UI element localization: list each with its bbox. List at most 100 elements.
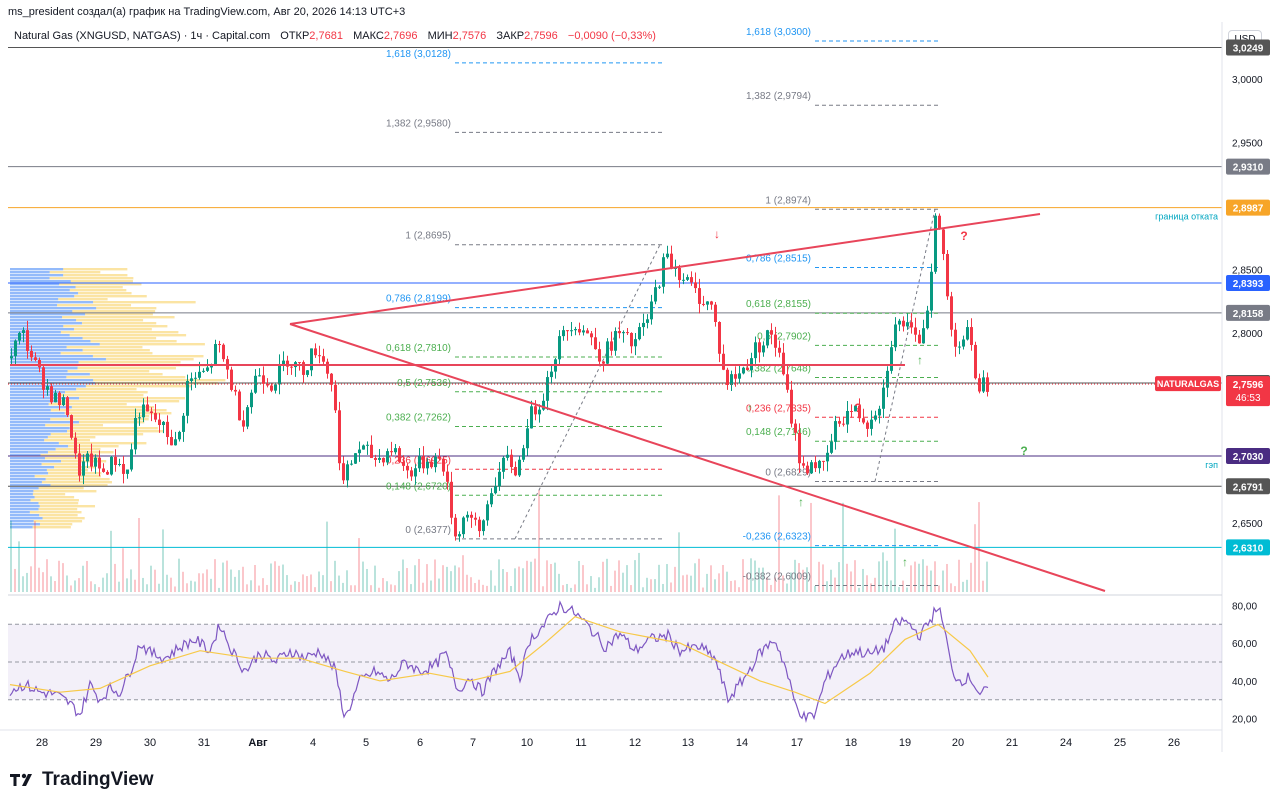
volume-bar [886, 560, 888, 592]
volume-bar [206, 569, 208, 592]
volume-profile-bar [10, 316, 63, 319]
volume-bar [454, 565, 456, 592]
volume-bar [474, 583, 476, 592]
candle-body [106, 471, 109, 475]
volume-bar [818, 561, 820, 592]
candle-body [502, 457, 505, 472]
volume-bar [358, 538, 360, 592]
fib-level-label: 1 (2,8974) [765, 195, 811, 206]
volume-bar [722, 564, 724, 592]
volume-profile-bar [60, 352, 153, 355]
volume-bar [458, 567, 460, 592]
fib-level-label: 1,382 (2,9580) [386, 118, 451, 129]
volume-bar [838, 562, 840, 592]
currency-button[interactable]: USD [1228, 30, 1262, 50]
candle-body [802, 463, 805, 466]
volume-bar [782, 575, 784, 592]
candle-body [814, 462, 817, 469]
volume-profile-bar [10, 349, 83, 352]
volume-profile-bar [85, 313, 153, 316]
volume-bar [278, 565, 280, 592]
volume-profile-bar [47, 451, 114, 454]
candle-body [826, 452, 829, 462]
volume-profile-bar [78, 361, 181, 364]
volume-bar [354, 585, 356, 592]
volume-bar [898, 587, 900, 592]
volume-profile-bar [50, 484, 108, 487]
volume-bar [670, 582, 672, 592]
candle-body [850, 411, 853, 413]
fib-connector [874, 209, 936, 482]
candle-body [214, 344, 217, 365]
volume-bar [842, 502, 844, 592]
volume-profile-bar [10, 271, 50, 274]
candle-body [574, 329, 577, 331]
time-tick-label: 12 [629, 737, 641, 749]
volume-bar [534, 558, 536, 592]
candle-body [810, 462, 813, 474]
candle-body [338, 410, 341, 464]
volume-profile-bar [10, 325, 64, 328]
volume-profile-bar [48, 403, 127, 406]
candle-body [594, 337, 597, 350]
volume-bar [246, 584, 248, 592]
volume-profile-bar [38, 487, 84, 490]
price-tick-label: 2,8500 [1232, 265, 1263, 276]
volume-bar [158, 583, 160, 592]
volume-bar [750, 558, 752, 592]
candle-body [670, 253, 673, 269]
volume-bar [234, 576, 236, 592]
volume-bar [502, 569, 504, 592]
candle-body [22, 330, 25, 334]
candle-body [498, 471, 501, 487]
candle-body [658, 286, 661, 288]
candle-body [314, 348, 317, 356]
volume-bar [414, 565, 416, 592]
volume-bar [710, 565, 712, 592]
candle-body [438, 456, 441, 459]
volume-profile-bar [10, 424, 46, 427]
volume-bar [46, 559, 48, 592]
candle-body [710, 301, 713, 305]
volume-bar [170, 577, 172, 592]
volume-bar [714, 579, 716, 592]
time-tick-label: 29 [90, 737, 102, 749]
rsi-ma-line [9, 616, 989, 705]
candle-body [878, 408, 881, 416]
tradingview-brand[interactable]: TradingView [10, 769, 154, 791]
volume-profile-bar [93, 301, 196, 304]
volume-profile-bar [10, 370, 68, 373]
volume-profile-bar [48, 472, 102, 475]
symbol-name[interactable]: Natural Gas (XNGUSD, NATGAS) · 1ч · Capi… [14, 30, 271, 42]
candle-body [434, 456, 437, 468]
volume-bar [434, 559, 436, 592]
fibonacci-levels: 1,618 (3,0128) 1,382 (2,9580) 1 (2,8695) 0,… [386, 27, 940, 587]
volume-bar [594, 587, 596, 592]
price-axis[interactable]: 3,0000 2,9500 2,8500 2,8000 2,6500 [1221, 22, 1263, 752]
volume-bar [258, 585, 260, 592]
volume-profile-bar [10, 475, 35, 478]
candle-body [170, 437, 173, 446]
volume-profile-bar [10, 463, 42, 466]
fib-level-label: 0,236 (2,7335) [746, 403, 811, 414]
trendlines[interactable] [10, 213, 1106, 592]
volume-bar [698, 558, 700, 592]
volume-bar [634, 560, 636, 592]
volume-bar [98, 587, 100, 592]
time-axis[interactable]: 28 29 30 31 Авг 4 5 6 7 10 11 12 13 14 17 18 19 20 21 24 25 2… [0, 729, 1222, 749]
current-price-tag [1226, 376, 1270, 407]
volume-bar [494, 585, 496, 592]
volume-bar [314, 587, 316, 592]
volume-profile-bar [10, 511, 30, 514]
candle-body [686, 277, 689, 280]
volume-bar [742, 559, 744, 592]
volume-profile-bar [89, 373, 163, 376]
volume-bar [86, 560, 88, 592]
fib-level-label: 0,382 (2,7262) [386, 413, 451, 424]
volume-profile-bar [30, 499, 79, 502]
volume-profile-bar [42, 517, 85, 520]
volume-bar [766, 577, 768, 592]
fib-level-label: 0,618 (2,8155) [746, 299, 811, 310]
volume-profile-bar [70, 280, 133, 283]
